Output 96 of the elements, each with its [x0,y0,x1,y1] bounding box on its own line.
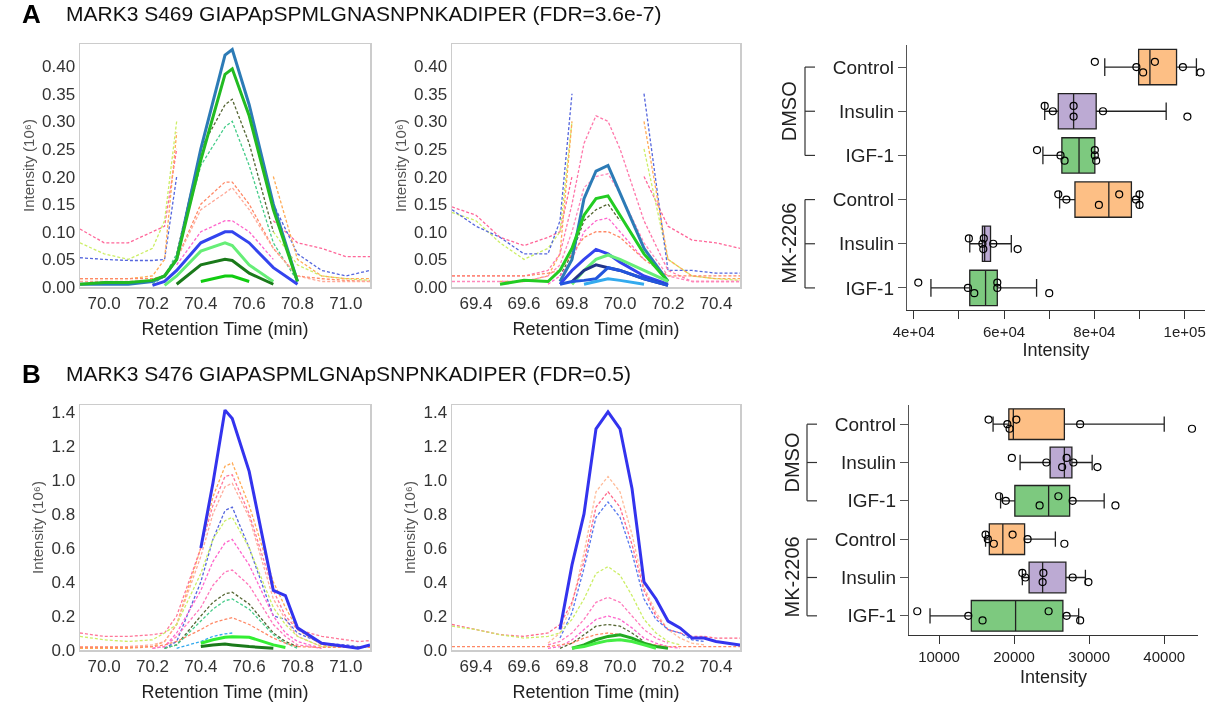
y-tick-label: 0.6 [51,538,76,558]
y-tick-label: 0.8 [423,504,448,524]
x-axis-title: Retention Time (min) [141,318,309,339]
y-tick-label: Control [832,189,894,211]
y-tick-label: 0.20 [414,167,448,187]
y-tick-label: 0.4 [423,572,448,592]
y-axis-title: Intensity (10⁶) [28,481,46,574]
x-tick-label: 70.8 [280,293,315,313]
x-tick-label: 70.4 [184,656,218,676]
y-tick-label: 0.05 [42,250,76,270]
y-tick-label: IGF-1 [847,605,896,627]
y-tick-label: 0.2 [51,606,76,626]
y-tick-label: 0.2 [423,606,448,626]
y-tick-label: 0.30 [414,112,448,132]
text: DMSO [780,432,803,493]
x-axis-title: Retention Time (min) [512,318,680,339]
x-tick-label: 71.0 [329,293,363,313]
y-tick-label: 0.0 [423,640,448,660]
y-tick-label: 0.30 [42,112,76,132]
y-tick-label: 1.4 [423,402,448,422]
y-tick-label: Insulin [841,567,896,589]
x-tick-label: 6e+04 [983,323,1026,341]
x-tick-label: 70.6 [232,656,266,676]
x-tick-label: 1e+05 [1163,323,1206,341]
y-tick-label: 0.35 [42,84,76,104]
y-tick-label: 1.2 [51,436,76,456]
y-tick-label: 0.0 [51,640,76,660]
y-tick-label: 0.05 [414,250,448,270]
x-tick-label: 70.4 [699,656,733,676]
text: MK-2206 [780,536,803,618]
y-tick-label: Control [834,413,896,435]
x-tick-label: 4e+04 [892,323,935,341]
x-tick-label: 69.6 [507,293,541,313]
y-tick-label: 0.15 [42,195,76,215]
y-tick-label: 0.00 [42,277,76,297]
x-tick-label: 70.0 [87,656,121,676]
text: MK-2206 [778,202,801,284]
x-tick-label: 10000 [918,648,960,666]
x-tick-label: 69.4 [459,293,493,313]
x-tick-label: 69.4 [459,656,493,676]
chart-title: MARK3 S476 GIAPASPMLGNApSNPNKADIPER (FDR=0.5) [66,362,632,386]
x-tick-label: 30000 [1068,648,1111,666]
y-tick-label: Insulin [839,100,894,122]
y-tick-label: 0.6 [423,538,448,558]
x-tick-label: 70.2 [651,293,685,313]
y-tick-label: 1.0 [51,470,76,490]
y-tick-label: Control [834,528,896,550]
y-tick-label: 0.40 [414,57,448,77]
x-tick-label: 69.8 [555,656,589,676]
x-tick-label: 69.6 [507,656,541,676]
x-tick-label: 70.8 [280,656,315,676]
y-tick-label: 0.35 [414,84,448,104]
y-tick-label: 0.40 [42,57,76,77]
y-tick-label: 0.8 [51,504,76,524]
x-axis-title: Retention Time (min) [141,681,309,702]
y-tick-label: Insulin [841,452,896,474]
text: B [22,359,41,390]
y-tick-label: 1.0 [423,470,448,490]
y-axis-title: Intensity (10⁶) [400,481,418,574]
x-axis-title: Intensity [1022,340,1090,360]
x-tick-label: 8e+04 [1073,323,1116,341]
x-tick-label: 20000 [993,648,1035,666]
y-tick-label: 1.2 [423,436,448,456]
x-tick-label: 70.6 [232,293,266,313]
y-tick-label: Control [832,56,894,78]
x-tick-label: 70.0 [603,656,637,676]
x-tick-label: 70.0 [603,293,637,313]
x-tick-label: 70.4 [699,293,733,313]
chart-title: MARK3 S469 GIAPApSPMLGNASNPNKADIPER (FDR=3.6e-7) [66,2,662,26]
y-tick-label: 0.4 [51,572,76,592]
y-tick-label: 1.4 [51,402,76,422]
y-tick-label: 0.00 [414,277,448,297]
y-tick-label: 0.25 [414,139,448,159]
x-axis-title: Retention Time (min) [512,681,680,702]
y-tick-label: IGF-1 [845,277,894,299]
y-axis-title: Intensity (10⁶) [391,119,409,212]
text: A [22,0,41,30]
x-tick-label: 71.0 [329,656,363,676]
x-tick-label: 70.2 [135,293,170,313]
x-tick-label: 70.2 [651,656,685,676]
y-tick-label: 0.20 [42,167,76,187]
x-axis-title: Intensity [1019,667,1088,688]
text: DMSO [777,81,800,142]
x-tick-label: 40000 [1143,648,1186,666]
y-tick-label: Insulin [839,233,894,255]
x-tick-label: 70.2 [135,656,170,676]
y-tick-label: 0.10 [42,222,76,242]
y-axis-title: Intensity (10⁶) [19,119,37,212]
y-tick-label: 0.25 [42,139,76,159]
y-tick-label: IGF-1 [847,490,896,512]
y-tick-label: 0.10 [414,222,448,242]
y-tick-label: IGF-1 [845,145,894,167]
x-tick-label: 70.0 [87,293,121,313]
x-tick-label: 69.8 [555,293,589,313]
x-tick-label: 70.4 [184,293,218,313]
y-tick-label: 0.15 [414,195,448,215]
